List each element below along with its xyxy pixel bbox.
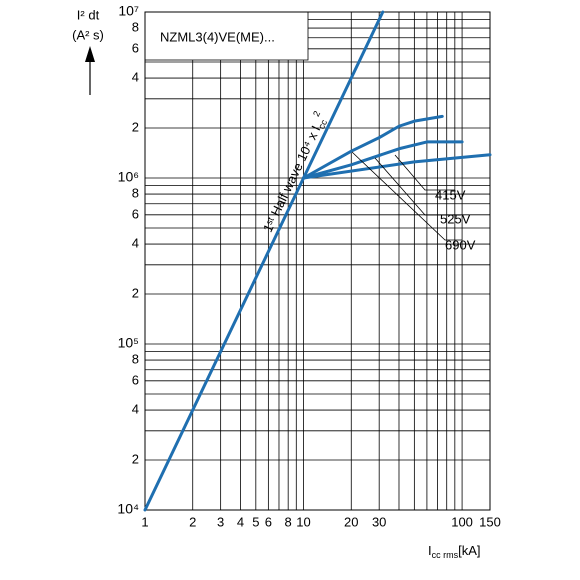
x-tick-label: 3 — [217, 514, 224, 529]
annotation-sup: 2 — [311, 109, 322, 118]
x-label-sub: cc rms — [432, 550, 459, 560]
x-tick-label: 20 — [344, 514, 358, 529]
y-tick-label: 4 — [132, 69, 139, 84]
x-tick-label: 2 — [189, 514, 196, 529]
y-tick-label: 6 — [132, 40, 139, 55]
x-tick-label: 10 — [296, 514, 310, 529]
plot-frame — [144, 11, 491, 511]
curve — [143, 10, 385, 512]
curve — [302, 114, 444, 180]
y-tick-label: 2 — [132, 119, 139, 134]
y-tick-label: 10⁶ — [118, 169, 139, 185]
x-tick-label: 150 — [479, 514, 501, 529]
y-tick-label: 10⁴ — [117, 501, 139, 517]
x-label: Icc rms[kA] — [428, 543, 481, 560]
x-label-unit: [kA] — [458, 543, 480, 558]
y-tick-label: 8 — [132, 186, 139, 201]
x-label-main: I — [428, 543, 432, 558]
y-tick-label: 4 — [132, 401, 139, 416]
leader-415v — [394, 154, 455, 191]
y-tick-label: 10⁵ — [118, 335, 139, 351]
label-525v: 525V — [440, 211, 471, 226]
x-tick-label: 5 — [252, 514, 259, 529]
x-tick-label: 30 — [372, 514, 386, 529]
label-415v: 415V — [435, 187, 466, 202]
y-arrow-head — [85, 46, 95, 62]
leaders — [351, 151, 462, 241]
curve — [302, 153, 492, 180]
x-tick-label: 1 — [141, 514, 148, 529]
y-label-2: (A² s) — [72, 27, 104, 42]
y-tick-label: 6 — [132, 372, 139, 387]
x-tick-label: 8 — [285, 514, 292, 529]
title-box — [144, 11, 309, 61]
y-tick-label: 6 — [132, 206, 139, 221]
x-tick-label: 100 — [451, 514, 473, 529]
curve — [302, 140, 464, 180]
leader-525v — [374, 157, 460, 216]
leader-690v — [351, 151, 462, 241]
grid — [144, 11, 491, 511]
chart-title: NZML3(4)VE(ME)... — [160, 29, 275, 44]
x-tick-label: 6 — [265, 514, 272, 529]
y-tick-label: 8 — [132, 352, 139, 367]
curves — [143, 10, 492, 512]
annotation-main: 1ˢᵗ Half wave 10⁴ x I — [260, 123, 324, 234]
y-tick-label: 2 — [132, 451, 139, 466]
y-tick-label: 4 — [132, 235, 139, 250]
y-tick-label: 10⁷ — [118, 3, 139, 19]
y-tick-label: 2 — [132, 285, 139, 300]
y-tick-label: 8 — [132, 20, 139, 35]
y-label-1: I² dt — [77, 7, 100, 22]
x-tick-label: 4 — [237, 514, 244, 529]
label-690v: 690V — [445, 237, 476, 252]
